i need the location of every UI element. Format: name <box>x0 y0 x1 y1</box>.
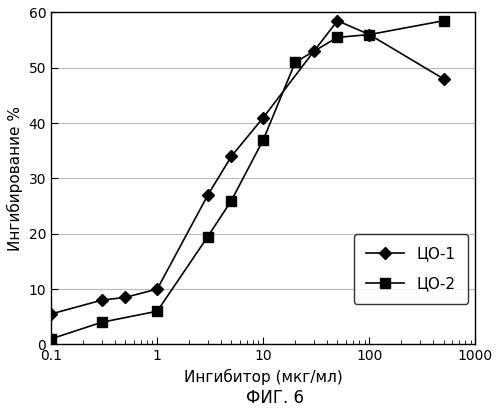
ЦО-2 <box>292 60 298 65</box>
ЦО-2 <box>154 309 160 314</box>
ЦО-1 <box>48 312 54 317</box>
ЦО-1 <box>99 298 105 303</box>
Line: ЦО-2: ЦО-2 <box>46 16 448 344</box>
ЦО-1 <box>122 295 128 300</box>
ЦО-2 <box>440 18 446 23</box>
ЦО-2 <box>334 35 340 40</box>
Legend: ЦО-1, ЦО-2: ЦО-1, ЦО-2 <box>354 234 468 304</box>
X-axis label: Ингибитор (мкг/мл): Ингибитор (мкг/мл) <box>184 369 342 385</box>
ЦО-1 <box>440 76 446 81</box>
ЦО-1 <box>228 154 234 159</box>
ЦО-1 <box>334 18 340 23</box>
ЦО-1 <box>260 115 266 120</box>
ЦО-1 <box>366 32 372 37</box>
Y-axis label: Ингибирование %: Ингибирование % <box>7 106 23 251</box>
Text: ФИГ. 6: ФИГ. 6 <box>246 389 304 407</box>
ЦО-2 <box>260 137 266 142</box>
ЦО-2 <box>99 320 105 325</box>
ЦО-1 <box>205 192 211 197</box>
ЦО-2 <box>205 234 211 239</box>
ЦО-2 <box>366 32 372 37</box>
ЦО-1 <box>311 49 317 54</box>
ЦО-2 <box>228 198 234 203</box>
ЦО-2 <box>48 336 54 341</box>
ЦО-1 <box>154 286 160 291</box>
Line: ЦО-1: ЦО-1 <box>47 16 448 318</box>
